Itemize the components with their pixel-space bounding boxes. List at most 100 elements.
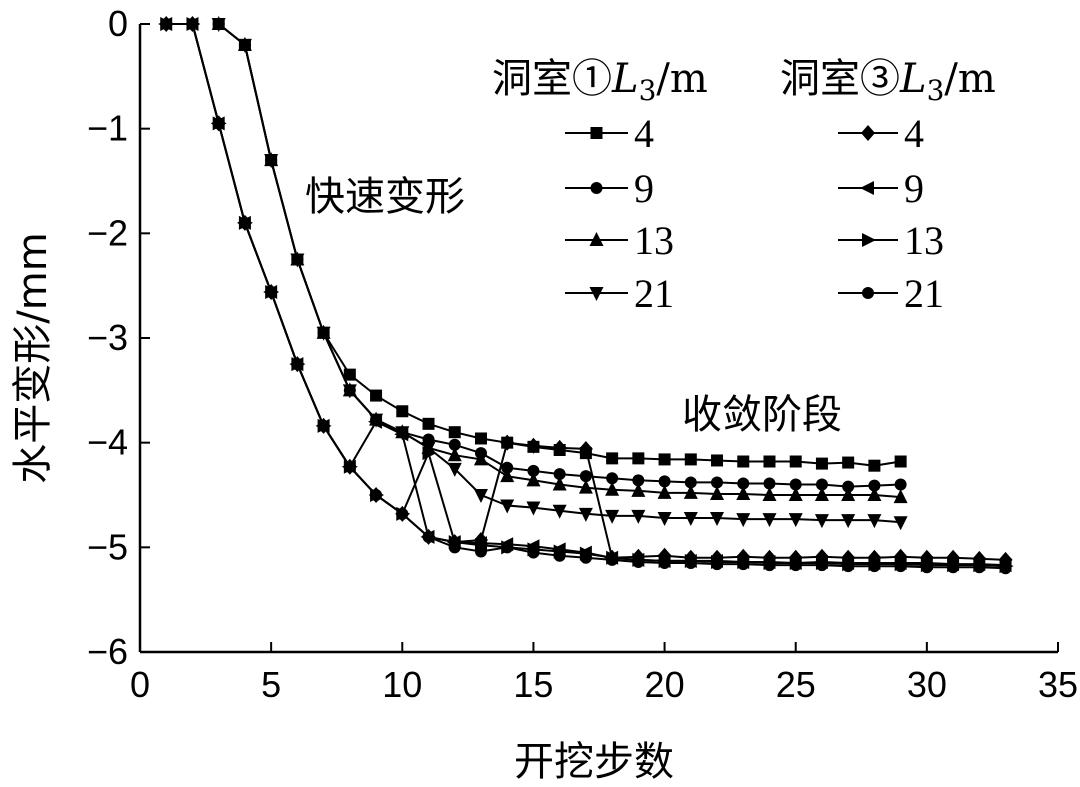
y-tick-label: −6 xyxy=(87,631,128,672)
data-point xyxy=(999,562,1012,575)
data-point xyxy=(526,437,541,454)
x-tick-label: 35 xyxy=(1038,664,1078,705)
legend-item-chamber3-9: 9 xyxy=(838,166,924,211)
data-point xyxy=(527,464,540,477)
data-point xyxy=(448,438,461,451)
data-point xyxy=(186,18,199,30)
legend-marker xyxy=(862,287,874,299)
y-tick-label: −5 xyxy=(87,526,128,567)
data-point xyxy=(973,561,986,574)
legend-label: 13 xyxy=(904,218,944,263)
data-point xyxy=(448,541,461,554)
data-point xyxy=(500,499,515,514)
legend-title-2: 洞室③L3/m xyxy=(780,56,996,107)
x-axis-title: 开挖步数 xyxy=(514,739,674,785)
data-point xyxy=(526,472,541,487)
data-point xyxy=(789,559,802,572)
data-point xyxy=(632,452,645,465)
data-point xyxy=(422,446,437,461)
data-point xyxy=(683,512,698,527)
data-point xyxy=(814,514,829,529)
data-point xyxy=(631,482,646,497)
legend-item-chamber3-21: 21 xyxy=(838,271,944,316)
data-point xyxy=(552,476,567,491)
data-point xyxy=(867,487,882,501)
y-tick-label: −4 xyxy=(87,422,128,463)
data-point xyxy=(343,368,356,381)
data-point xyxy=(841,514,856,529)
data-point xyxy=(606,472,619,485)
data-point xyxy=(841,487,856,501)
y-tick-label: 0 xyxy=(108,3,128,44)
data-point xyxy=(684,453,697,466)
data-point xyxy=(894,560,907,573)
x-tick-label: 10 xyxy=(382,664,422,705)
data-point xyxy=(265,285,278,298)
legend-label: 21 xyxy=(634,271,674,316)
data-point xyxy=(552,504,567,519)
data-point xyxy=(763,477,776,490)
data-point xyxy=(815,478,828,491)
data-point xyxy=(396,405,409,418)
legend-marker xyxy=(589,287,604,301)
data-point xyxy=(763,455,776,468)
data-point xyxy=(317,419,330,432)
data-point xyxy=(789,455,802,468)
data-point xyxy=(422,530,435,543)
data-point xyxy=(684,557,697,570)
data-point xyxy=(736,513,751,528)
data-point xyxy=(894,478,907,491)
data-point xyxy=(501,541,514,554)
data-point xyxy=(657,512,672,527)
data-point xyxy=(893,516,908,531)
data-point xyxy=(737,558,750,571)
data-point xyxy=(763,559,776,572)
data-point xyxy=(920,561,933,574)
data-point xyxy=(605,481,620,496)
data-point xyxy=(710,512,725,527)
data-point xyxy=(684,476,697,489)
annotation-rapid-deformation: 快速变形 xyxy=(305,174,465,220)
data-point xyxy=(370,489,383,501)
data-point xyxy=(368,414,383,429)
data-point xyxy=(631,509,646,524)
axes: 0 5 10 15 20 25 30 35 0 −1 −2 −3 −4 −5 −6 xyxy=(87,3,1078,705)
data-point xyxy=(762,513,777,528)
series-layer xyxy=(158,16,1014,575)
data-point xyxy=(370,389,383,402)
data-point xyxy=(211,18,226,32)
legend-label: 4 xyxy=(904,111,924,156)
legend-marker xyxy=(590,182,603,194)
data-point xyxy=(553,468,566,481)
data-point xyxy=(237,38,252,53)
y-tick-label: −3 xyxy=(87,317,128,358)
data-point xyxy=(736,485,751,500)
data-point xyxy=(947,561,960,574)
data-point xyxy=(815,559,828,572)
x-tick-label: 15 xyxy=(513,664,553,705)
data-point xyxy=(868,560,881,573)
y-tick-label: −2 xyxy=(87,212,128,253)
data-point xyxy=(893,489,908,504)
data-point xyxy=(500,434,515,451)
data-point xyxy=(160,18,173,30)
data-point xyxy=(894,455,907,468)
data-point xyxy=(658,475,671,488)
data-point xyxy=(842,480,855,493)
data-point xyxy=(526,501,541,516)
data-point xyxy=(842,456,855,469)
data-point xyxy=(578,507,593,522)
x-tick-label: 20 xyxy=(645,664,685,705)
legend-item-chamber1-4: 4 xyxy=(565,111,654,156)
data-point xyxy=(473,451,488,466)
data-point xyxy=(658,557,671,570)
data-point xyxy=(447,447,462,462)
data-point xyxy=(394,427,409,442)
data-point xyxy=(789,478,802,491)
data-point xyxy=(711,454,724,467)
data-point xyxy=(762,487,777,501)
data-point xyxy=(238,216,251,229)
data-point xyxy=(788,513,803,528)
data-point xyxy=(605,509,620,524)
